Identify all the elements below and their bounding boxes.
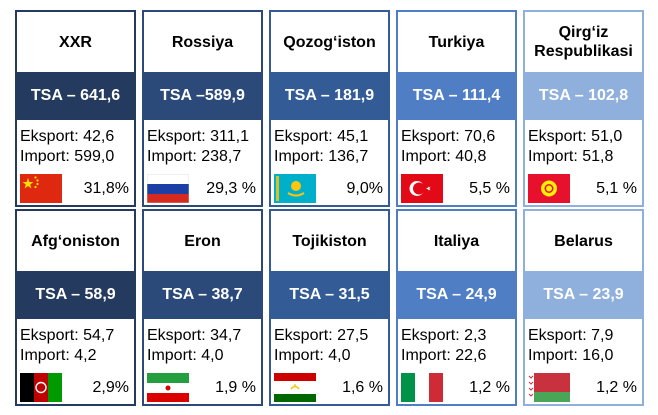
country-name: Turkiya: [428, 33, 485, 51]
tsa-value: TSA – 641,6: [17, 72, 134, 120]
share-percent: 9,0%: [346, 180, 383, 197]
share-percent: 31,8%: [83, 180, 129, 197]
tsa-value: TSA – 58,9: [17, 271, 134, 319]
tsa-value: TSA – 38,7: [144, 271, 261, 319]
country-card-5: Afg‘oniston TSA – 58,9 Eksport: 54,7 Imp…: [15, 209, 136, 406]
country-name: Rossiya: [171, 33, 234, 51]
share-percent: 5,1 %: [596, 180, 637, 197]
import-value: Import: 16,0: [528, 347, 614, 364]
tsa-value: TSA – 102,8: [525, 72, 642, 120]
import-value: Import: 136,7: [274, 148, 369, 165]
share-percent: 1,2 %: [596, 379, 637, 396]
import-value: Import: 599,0: [20, 148, 115, 165]
import-value: Import: 4,0: [274, 347, 351, 364]
tsa-value: TSA – 24,9: [398, 271, 515, 319]
country-name: XXR: [59, 33, 92, 51]
share-percent: 5,5 %: [469, 180, 510, 197]
tsa-value: TSA –589,9: [144, 72, 261, 120]
country-card-6: Eron TSA – 38,7 Eksport: 34,7 Import: 4,…: [142, 209, 263, 406]
import-value: Import: 22,6: [401, 347, 487, 364]
import-value: Import: 238,7: [147, 148, 242, 165]
country-card-0: XXR TSA – 641,6 Eksport: 42,6 Import: 59…: [15, 10, 136, 207]
export-value: Eksport: 311,1: [147, 128, 249, 145]
share-percent: 2,9%: [92, 379, 129, 396]
country-name: Qirg‘iz Respublikasi: [534, 24, 633, 60]
export-value: Eksport: 45,1: [274, 128, 369, 145]
export-value: Eksport: 2,3: [401, 327, 487, 344]
country-card-9: Belarus TSA – 23,9 Eksport: 7,9 Import: …: [523, 209, 644, 406]
country-name: Qozog‘iston: [283, 33, 376, 51]
tsa-value: TSA – 181,9: [271, 72, 388, 120]
export-value: Eksport: 70,6: [401, 128, 496, 145]
italy-flag-icon: [401, 373, 443, 402]
export-value: Eksport: 54,7: [20, 327, 115, 344]
russia-flag-icon: [147, 174, 189, 203]
country-name: Eron: [184, 232, 221, 250]
belarus-flag-icon: [528, 373, 570, 402]
turkey-flag-icon: [401, 174, 443, 203]
country-card-7: Tojikiston TSA – 31,5 Eksport: 27,5 Impo…: [269, 209, 390, 406]
import-value: Import: 40,8: [401, 148, 487, 165]
country-card-4: Qirg‘iz Respublikasi TSA – 102,8 Eksport…: [523, 10, 644, 207]
afghanistan-flag-icon: [20, 373, 62, 402]
tsa-value: TSA – 23,9: [525, 271, 642, 319]
export-value: Eksport: 27,5: [274, 327, 369, 344]
country-name: Italiya: [433, 232, 480, 250]
tsa-value: TSA – 31,5: [271, 271, 388, 319]
tsa-value: TSA – 111,4: [398, 72, 515, 120]
share-percent: 29,3 %: [206, 180, 256, 197]
country-card-1: Rossiya TSA –589,9 Eksport: 311,1 Import…: [142, 10, 263, 207]
import-value: Import: 51,8: [528, 148, 614, 165]
export-value: Eksport: 51,0: [528, 128, 623, 145]
country-card-8: Italiya TSA – 24,9 Eksport: 2,3 Import: …: [396, 209, 517, 406]
share-percent: 1,9 %: [215, 379, 256, 396]
kyrgyzstan-flag-icon: [528, 174, 570, 203]
export-value: Eksport: 7,9: [528, 327, 614, 344]
country-card-3: Turkiya TSA – 111,4 Eksport: 70,6 Import…: [396, 10, 517, 207]
country-card-2: Qozog‘iston TSA – 181,9 Eksport: 45,1 Im…: [269, 10, 390, 207]
share-percent: 1,2 %: [469, 379, 510, 396]
export-value: Eksport: 42,6: [20, 128, 115, 145]
china-flag-icon: [20, 174, 62, 203]
country-name: Tojikiston: [292, 232, 367, 250]
import-value: Import: 4,2: [20, 347, 97, 364]
country-name: Belarus: [554, 232, 613, 250]
iran-flag-icon: [147, 373, 189, 402]
kazakhstan-flag-icon: [274, 174, 316, 203]
country-name: Afg‘oniston: [31, 232, 120, 250]
share-percent: 1,6 %: [342, 379, 383, 396]
import-value: Import: 4,0: [147, 347, 224, 364]
export-value: Eksport: 34,7: [147, 327, 242, 344]
tajikistan-flag-icon: [274, 373, 316, 402]
